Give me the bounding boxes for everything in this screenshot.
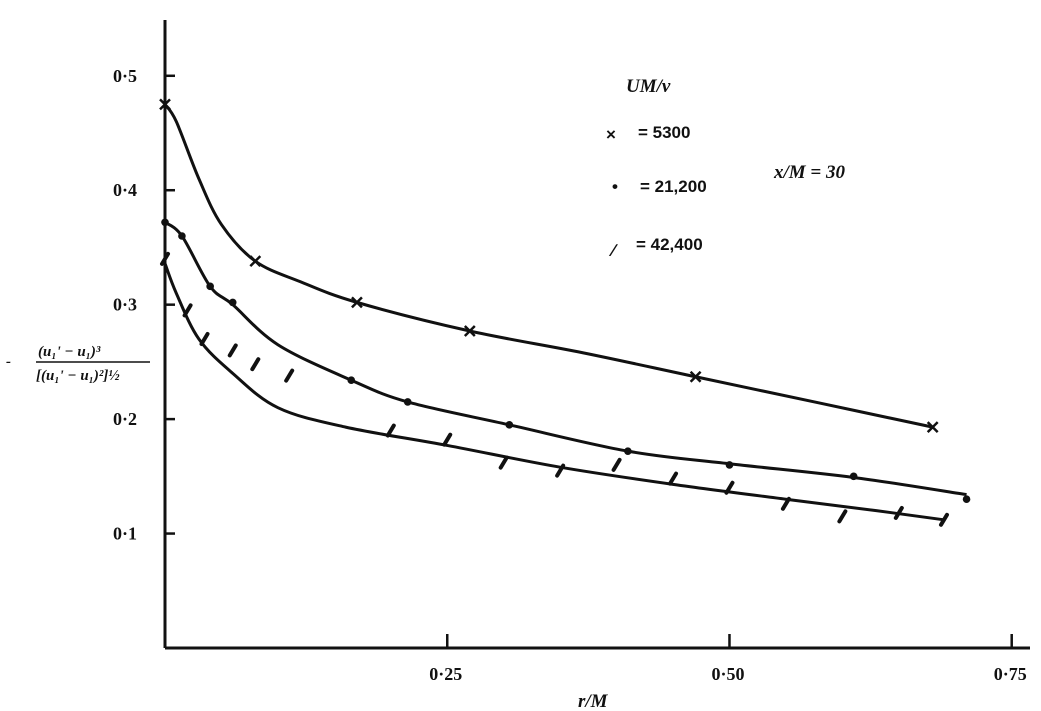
- curves: [163, 103, 967, 522]
- x-tick-label: 0·50: [711, 664, 744, 684]
- legend: UM/ν × = 5300 • = 21,200 ∕ = 42,400 x/M …: [606, 76, 845, 260]
- x-tick-label: 0·75: [994, 664, 1027, 684]
- x-axis-label: r/M: [578, 691, 609, 711]
- series-42400-point: [498, 455, 509, 470]
- series-21200-point: [403, 398, 412, 406]
- series-42400-point: [724, 480, 735, 495]
- legend-marker-dot: •: [612, 177, 618, 196]
- series-5300-point: [159, 98, 171, 111]
- legend-label-5300: = 5300: [638, 123, 690, 142]
- series-21200-point: [849, 472, 858, 481]
- ticks: 0·1 0·2 0·3 0·4 0·5 0·25 0·50 0·75: [113, 66, 1027, 684]
- y-axis-label: - (u₁' − u₁)³ [(u₁' − u₁)²]½: [6, 344, 150, 384]
- series-21200-point: [725, 461, 734, 469]
- axes: [163, 20, 1030, 650]
- series-42400-point: [780, 496, 791, 511]
- legend-label-21200: = 21,200: [640, 177, 707, 196]
- markers: [159, 98, 971, 527]
- y-label-denominator: [(u₁' − u₁)²]½: [36, 368, 120, 384]
- annotation-x-over-m: x/M = 30: [773, 162, 845, 183]
- series-5300-point: [689, 370, 702, 383]
- series-42400-point: [385, 423, 396, 438]
- series-5300-point: [926, 421, 939, 434]
- series-21200-point: [962, 495, 971, 504]
- series-42400-point: [227, 343, 238, 358]
- y-tick-label: 0·5: [113, 66, 137, 86]
- series-5300-point: [351, 296, 363, 309]
- series-42400-point: [611, 457, 622, 472]
- series-21200-point: [228, 298, 237, 307]
- series-5300-point: [249, 255, 262, 268]
- x-tick-label: 0·25: [429, 664, 462, 684]
- series-42400-point: [555, 463, 566, 478]
- y-tick-label: 0·3: [113, 295, 137, 315]
- series-21200-point: [178, 232, 186, 240]
- legend-label-42400: = 42,400: [636, 235, 703, 254]
- series-42400-point: [442, 432, 453, 447]
- legend-marker-cross: ×: [606, 125, 616, 144]
- y-tick-label: 0·1: [113, 524, 137, 544]
- series-42400-point: [250, 357, 261, 372]
- series-42400-point: [160, 251, 170, 266]
- series-21200-point: [505, 421, 514, 429]
- y-label-numerator: (u₁' − u₁)³: [38, 344, 101, 360]
- y-tick-label: 0·4: [113, 180, 137, 200]
- series-42400-point: [837, 509, 848, 524]
- series-21200-point: [206, 282, 214, 291]
- series-21200-point: [347, 376, 356, 385]
- series-21200-point: [161, 218, 169, 227]
- series-42400-point: [199, 332, 210, 346]
- series-5300-point: [463, 325, 476, 337]
- legend-marker-slash: ∕: [608, 241, 618, 260]
- legend-title: UM/ν: [626, 76, 671, 97]
- series-42400-line: [163, 262, 945, 522]
- series-42400-point: [284, 368, 295, 383]
- series-42400-point: [668, 471, 679, 486]
- series-42400-point: [893, 505, 904, 520]
- y-tick-label: 0·2: [113, 409, 137, 429]
- y-label-sign: -: [6, 354, 11, 370]
- series-21200-line: [164, 221, 967, 497]
- series-42400-point: [182, 303, 193, 318]
- series-5300-line: [163, 103, 933, 429]
- series-42400-point: [938, 512, 949, 527]
- series-21200-point: [624, 447, 632, 455]
